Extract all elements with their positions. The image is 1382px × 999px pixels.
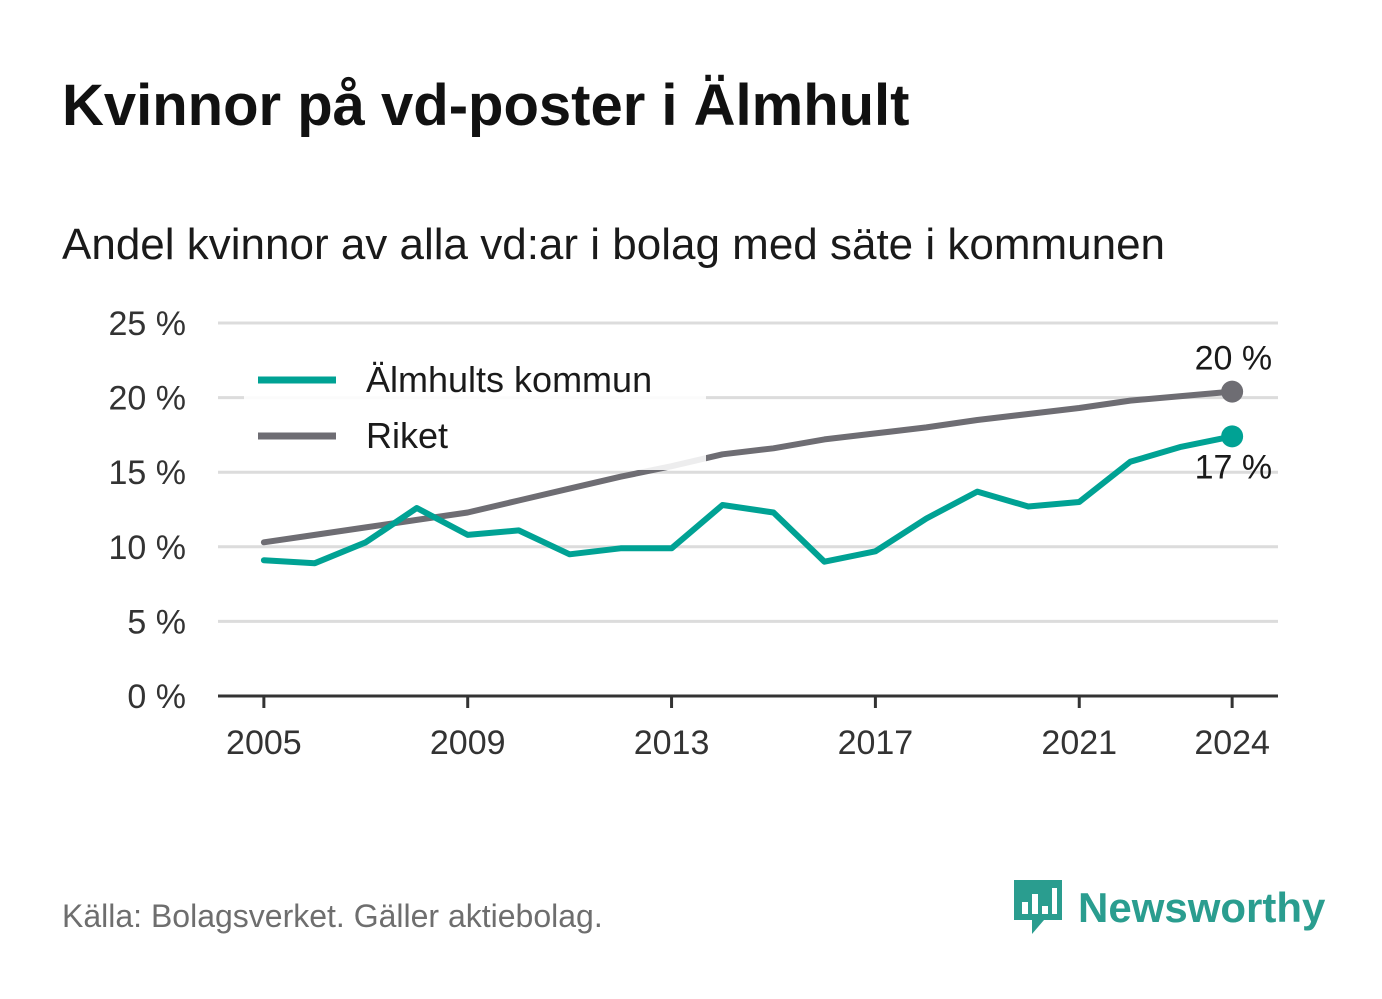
legend-label: Älmhults kommun: [366, 359, 652, 400]
series-end-point: [1221, 425, 1244, 448]
legend: Älmhults kommun Riket: [244, 352, 706, 470]
x-tick-label: 2017: [838, 724, 914, 762]
x-tick-label: 2013: [634, 724, 710, 762]
end-labels: 20 % 17 %: [1195, 340, 1273, 487]
legend-label: Riket: [366, 415, 448, 456]
series-end-point: [1221, 380, 1244, 403]
y-tick-label: 5 %: [127, 603, 186, 641]
y-tick-label: 20 %: [109, 380, 187, 418]
legend-background: [244, 352, 706, 470]
end-label-riket: 20 %: [1195, 340, 1273, 378]
y-tick-label: 10 %: [109, 529, 187, 567]
x-tick-label: 2005: [226, 724, 302, 762]
brand-logo: Newsworthy: [1010, 876, 1325, 940]
source-note: Källa: Bolagsverket. Gäller aktiebolag.: [62, 898, 603, 934]
series-line-riket: [260, 388, 1236, 546]
end-label-almhult: 17 %: [1195, 448, 1273, 486]
newsworthy-icon: [1014, 880, 1062, 934]
y-tick-label: 25 %: [109, 305, 187, 343]
x-tick-label: 2009: [430, 724, 506, 762]
series-line-almhult: [260, 433, 1236, 567]
brand-name: Newsworthy: [1078, 884, 1326, 931]
axes: 0 % 5 % 10 % 15 % 20 % 25 % 2005 2009 2013 2017 20…: [109, 305, 1278, 762]
series-lines: [260, 380, 1244, 567]
chart-subtitle: Andel kvinnor av alla vd:ar i bolag med …: [62, 220, 1166, 269]
chart-title: Kvinnor på vd-poster i Älmhult: [62, 73, 910, 138]
y-tick-label: 15 %: [109, 454, 187, 492]
x-tick-label: 2024: [1194, 724, 1270, 762]
y-tick-label: 0 %: [127, 678, 186, 716]
x-tick-label: 2021: [1041, 724, 1117, 762]
